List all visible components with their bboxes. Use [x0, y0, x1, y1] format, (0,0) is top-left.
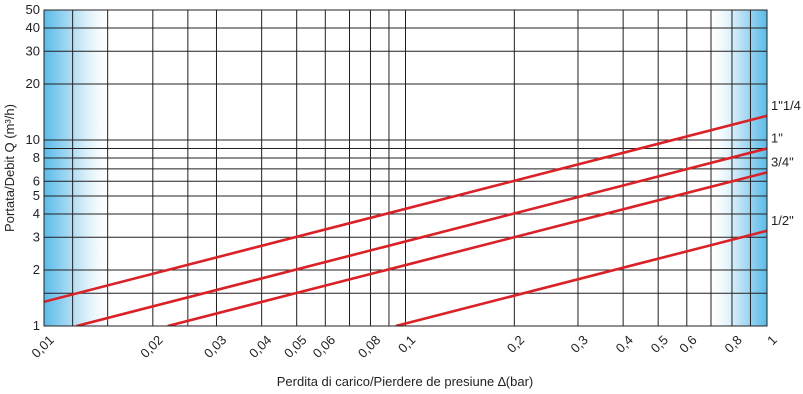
x-tick-label: 0,04	[246, 332, 275, 361]
series-label: 1"	[771, 131, 783, 146]
y-tick-label: 10	[26, 132, 40, 147]
series-line	[44, 114, 767, 304]
y-tick-label: 5	[33, 188, 40, 203]
left-band	[44, 10, 114, 326]
x-tick-label: 0,05	[281, 332, 310, 361]
series-labels: 1"1/4 1" 3/4" 1/2"	[771, 98, 801, 228]
y-tick-label: 20	[26, 76, 40, 91]
x-tick-label: 0,4	[613, 332, 636, 355]
x-tick-label: 1	[764, 332, 780, 348]
x-tick-label: 0,1	[395, 332, 418, 355]
series-line	[76, 147, 767, 326]
x-tick-labels: 0,01 0,02 0,03 0,04 0,05 0,06 0,08 0,1 0,2 0,3 0,4…	[28, 332, 780, 361]
x-tick-label: 0,5	[648, 332, 671, 355]
y-tick-label: 4	[33, 206, 40, 221]
y-tick-label: 30	[26, 43, 40, 58]
series-label: 1/2"	[771, 213, 794, 228]
right-band	[708, 10, 767, 326]
series-lines	[44, 114, 767, 326]
y-tick-label: 2	[33, 262, 40, 277]
series-line	[395, 229, 767, 326]
y-tick-label: 40	[26, 20, 40, 35]
y-axis-title: Portata/Debit Q (m³/h)	[2, 104, 17, 232]
x-axis-title: Perdita di carico/Pierdere de presiune ∆…	[277, 374, 534, 389]
y-tick-label: 8	[33, 150, 40, 165]
x-tick-label: 0,6	[676, 332, 699, 355]
grid	[43, 9, 768, 327]
plot-frame	[43, 9, 768, 327]
y-tick-label: 50	[26, 2, 40, 17]
x-tick-label: 0,01	[28, 332, 57, 361]
x-tick-label: 0,08	[355, 332, 384, 361]
y-tick-label: 1	[33, 318, 40, 333]
plot-background	[44, 10, 767, 326]
series-label: 3/4"	[771, 154, 794, 169]
x-tick-label: 0,8	[721, 332, 744, 355]
x-tick-label: 0,2	[504, 332, 527, 355]
x-tick-label: 0,02	[137, 332, 166, 361]
x-tick-label: 0,03	[201, 332, 230, 361]
y-tick-label: 6	[33, 173, 40, 188]
x-tick-label: 0,06	[310, 332, 339, 361]
series-label: 1"1/4	[771, 98, 801, 113]
y-tick-label: 3	[33, 229, 40, 244]
x-tick-label: 0,3	[567, 332, 590, 355]
series-line	[167, 171, 767, 326]
y-tick-labels: 1 2 3 4 56 8 10 20 30 40 50	[26, 2, 40, 333]
